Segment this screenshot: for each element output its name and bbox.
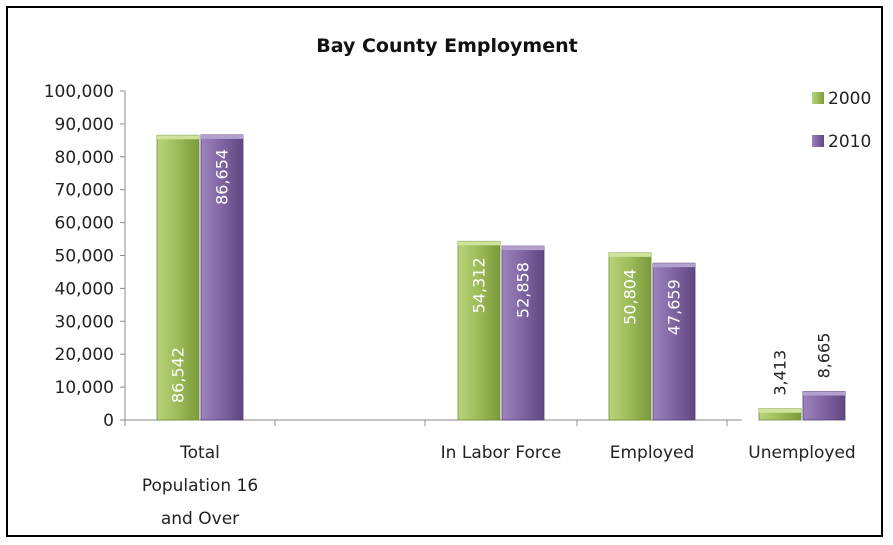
legend: 2000 2010 [812,89,871,152]
data-label: 52,858 [514,262,533,318]
bar-2000 [608,252,652,421]
y-tick-label: 20,000 [55,345,114,365]
y-tick-label: 80,000 [55,148,114,168]
x-tick-label: Unemployed [748,443,855,463]
y-tick-label: 0 [103,411,114,431]
bar-cap [157,135,199,140]
x-tick-label: Employed [610,443,695,463]
data-label: 86,542 [169,347,188,403]
y-tick-label: 60,000 [55,214,114,234]
data-label: 86,654 [213,149,232,205]
x-tick-label: and Over [161,509,239,529]
chart-frame [6,6,883,537]
data-label: 54,312 [470,257,489,313]
legend-swatch-2010 [812,135,824,147]
y-tick-label: 70,000 [55,181,114,201]
data-label: 3,413 [771,350,790,396]
y-tick-label: 90,000 [55,115,114,135]
bar-cap [803,391,845,396]
bar-2010 [802,391,846,421]
x-tick-label: In Labor Force [441,443,562,463]
chart-title: Bay County Employment [316,35,577,57]
bar-cap [458,241,500,246]
bar-cap [502,246,544,251]
bar-2010 [501,245,545,421]
bar-cap [759,408,801,413]
data-label: 47,659 [665,279,684,335]
x-tick-label: Total [179,443,220,463]
legend-label: 2000 [828,89,871,109]
legend-label: 2010 [828,132,871,152]
y-tick-label: 30,000 [55,312,114,332]
legend-swatch-2000 [812,92,824,104]
bar-cap [201,134,243,139]
y-tick-label: 50,000 [55,247,114,267]
y-tick-label: 10,000 [55,378,114,398]
data-label: 50,804 [621,269,640,325]
y-tick-label: 100,000 [44,82,114,102]
bar-2000 [457,240,501,421]
bar-2010 [652,262,696,421]
y-tick-label: 40,000 [55,279,114,299]
data-label: 8,665 [815,333,834,379]
bar-cap [653,263,695,268]
x-tick-label: Population 16 [142,476,258,496]
plot-area: 0 10,000 20,000 30,000 40,000 50,000 60,000 70,… [44,82,856,529]
bar-cap [609,252,651,257]
